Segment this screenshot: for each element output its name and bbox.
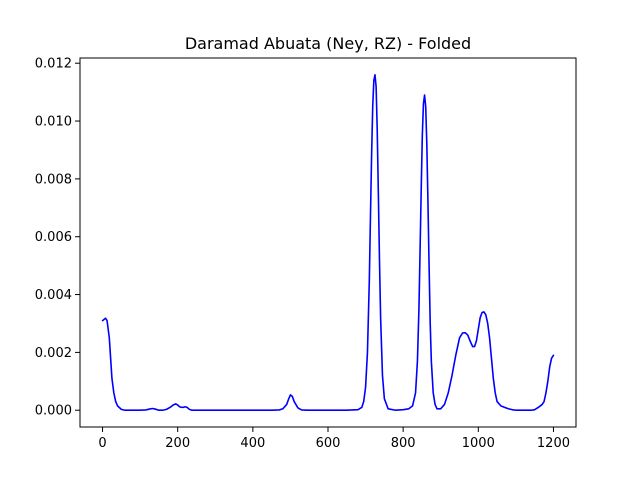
x-tick-label: 1000: [462, 436, 495, 451]
y-axis: 0.000 0.002 0.004 0.006 0.008 0.010 0.012: [35, 57, 80, 419]
y-tick-label: 0.010: [35, 115, 72, 130]
x-tick-label: 400: [240, 436, 265, 451]
x-tick-label: 600: [316, 436, 341, 451]
x-axis: 0 200 400 600 800 1000 1200: [98, 427, 570, 451]
y-tick-label: 0.008: [35, 172, 72, 187]
x-tick-label: 200: [165, 436, 190, 451]
plot-area: [101, 73, 555, 412]
y-tick-label: 0.002: [35, 346, 72, 361]
chart-title: Daramad Abuata (Ney, RZ) - Folded: [185, 34, 471, 53]
x-tick-label: 1200: [537, 436, 570, 451]
y-tick-label: 0.012: [35, 57, 72, 72]
y-tick-label: 0.006: [35, 230, 72, 245]
y-tick-label: 0.004: [35, 288, 72, 303]
series-line-0: [101, 73, 555, 412]
x-tick-label: 0: [98, 436, 106, 451]
y-tick-label: 0.000: [35, 404, 72, 419]
x-tick-label: 800: [391, 436, 416, 451]
axes-frame: [79, 57, 577, 428]
